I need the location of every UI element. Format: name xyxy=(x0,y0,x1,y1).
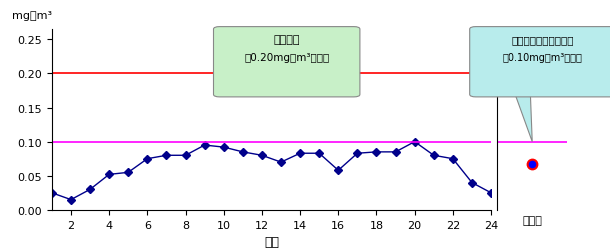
Text: １時間値の一日平均値: １時間値の一日平均値 xyxy=(512,35,574,45)
Text: （0.10mg／m³以下）: （0.10mg／m³以下） xyxy=(503,52,583,62)
Text: （0.20mg／m³以下）: （0.20mg／m³以下） xyxy=(244,52,329,62)
Text: mg／m³: mg／m³ xyxy=(12,11,52,21)
Text: １時間値: １時間値 xyxy=(273,35,300,45)
X-axis label: 時間: 時間 xyxy=(264,235,279,248)
